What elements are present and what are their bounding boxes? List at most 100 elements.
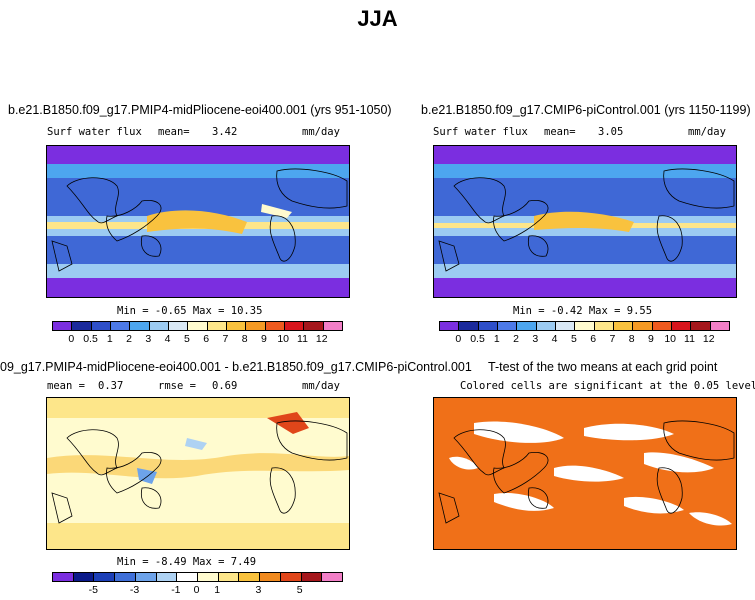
cb2-swatch: [613, 322, 634, 330]
cb3-label: 3: [255, 584, 262, 596]
cb1-swatch: [304, 322, 324, 330]
panel3-mean-label: mean =: [47, 380, 85, 392]
cb1-label: 6: [203, 333, 210, 345]
cb1-swatch: [168, 322, 189, 330]
cb2-swatch: [517, 322, 537, 330]
cb2-swatch: [575, 322, 595, 330]
cb3-swatch: [135, 573, 157, 581]
panel3-title: 09_g17.PMIP4-midPliocene-eoi400.001 - b.…: [0, 360, 472, 374]
cb2-swatch: [652, 322, 672, 330]
panel3-colorbar: [52, 572, 343, 582]
panel2-minmax: Min = -0.42 Max = 9.55: [513, 305, 653, 317]
cb2-swatch: [594, 322, 614, 330]
cb3-label: -1: [171, 584, 181, 596]
cb3-swatch: [322, 573, 343, 581]
cb1-swatch: [72, 322, 92, 330]
cb1-label: 3: [145, 333, 152, 345]
cb3-swatch: [301, 573, 323, 581]
cb1-label: 7: [222, 333, 229, 345]
panel1-colorbar: [52, 321, 343, 331]
panel1-title: b.e21.B1850.f09_g17.PMIP4-midPliocene-eo…: [8, 103, 392, 117]
panel4-title: T-test of the two means at each grid poi…: [488, 360, 718, 374]
cb1-swatch: [207, 322, 227, 330]
panel4-map: [433, 397, 737, 550]
panel1-variable: Surf water flux: [47, 126, 142, 138]
panel1-map: [46, 145, 350, 298]
panel3-minmax: Min = -8.49 Max = 7.49: [117, 556, 257, 568]
panel3-rmse-value: 0.69: [212, 380, 238, 392]
cb2-swatch: [710, 322, 729, 330]
cb1-swatch: [265, 322, 285, 330]
cb3-label: 5: [296, 584, 303, 596]
cb2-label: 0.5: [470, 333, 485, 345]
cb2-swatch: [459, 322, 479, 330]
cb1-swatch: [53, 322, 73, 330]
cb2-label: 5: [570, 333, 577, 345]
cb1-swatch: [246, 322, 266, 330]
cb3-swatch: [239, 573, 261, 581]
cb2-label: 0: [455, 333, 462, 345]
cb2-swatch: [440, 322, 460, 330]
cb1-label: 4: [164, 333, 171, 345]
panel1-units: mm/day: [302, 126, 340, 138]
cb1-label: 5: [183, 333, 190, 345]
cb2-label: 11: [684, 333, 695, 345]
panel2-units: mm/day: [688, 126, 726, 138]
cb2-swatch: [671, 322, 692, 330]
cb2-label: 9: [648, 333, 654, 345]
cb2-swatch: [555, 322, 576, 330]
cb1-label: 1: [106, 333, 113, 345]
cb1-swatch: [130, 322, 150, 330]
cb2-label: 6: [590, 333, 597, 345]
cb3-swatch: [156, 573, 178, 581]
panel1-mean-label: mean=: [158, 126, 190, 138]
panel1-minmax: Min = -0.65 Max = 10.35: [117, 305, 263, 317]
cb3-swatch: [280, 573, 302, 581]
cb1-label: 12: [315, 333, 328, 345]
panel2-variable: Surf water flux: [433, 126, 528, 138]
cb3-swatch: [94, 573, 116, 581]
panel2-colorbar-labels: 0 0.5 1 2 3 4 5 6 7 8 9 10 11 12: [439, 333, 728, 347]
cb1-swatch: [91, 322, 111, 330]
cb2-label: 7: [609, 333, 616, 345]
panel3-colorbar-labels: -5 -3 -1 0 1 3 5: [52, 584, 341, 598]
panel1-mean-value: 3.42: [212, 126, 238, 138]
panel4-subtitle: Colored cells are significant at the 0.0…: [460, 380, 755, 392]
cb2-swatch: [497, 322, 518, 330]
cb2-label: 10: [664, 333, 677, 345]
cb2-swatch: [536, 322, 556, 330]
cb3-label: 0: [193, 584, 200, 596]
cb1-label: 8: [241, 333, 248, 345]
cb1-swatch: [226, 322, 247, 330]
cb1-label: 11: [297, 333, 308, 345]
cb2-label: 3: [532, 333, 539, 345]
cb2-swatch: [633, 322, 653, 330]
cb1-swatch: [188, 322, 208, 330]
cb1-label: 10: [277, 333, 290, 345]
panel3-rmse-label: rmse =: [158, 380, 196, 392]
cb1-swatch: [323, 322, 342, 330]
cb1-label: 9: [261, 333, 267, 345]
panel2-mean-label: mean=: [544, 126, 576, 138]
cb3-swatch: [53, 573, 74, 581]
cb3-label: -5: [88, 584, 98, 596]
cb3-swatch: [198, 573, 219, 581]
cb2-label: 2: [513, 333, 519, 345]
cb1-label: 0.5: [83, 333, 98, 345]
panel3-mean-value: 0.37: [98, 380, 124, 392]
cb1-swatch: [284, 322, 305, 330]
cb2-label: 12: [702, 333, 715, 345]
panel3-units: mm/day: [302, 380, 340, 392]
panel3-map: [46, 397, 350, 550]
cb1-swatch: [110, 322, 131, 330]
cb3-swatch: [260, 573, 281, 581]
cb3-swatch: [218, 573, 240, 581]
cb3-label: -3: [129, 584, 140, 596]
panel2-colorbar: [439, 321, 730, 331]
cb1-label: 2: [126, 333, 132, 345]
panel2-mean-value: 3.05: [598, 126, 624, 138]
cb3-swatch: [73, 573, 95, 581]
cb2-swatch: [691, 322, 711, 330]
panel2-map: [433, 145, 737, 298]
figure-title: JJA: [357, 6, 398, 31]
